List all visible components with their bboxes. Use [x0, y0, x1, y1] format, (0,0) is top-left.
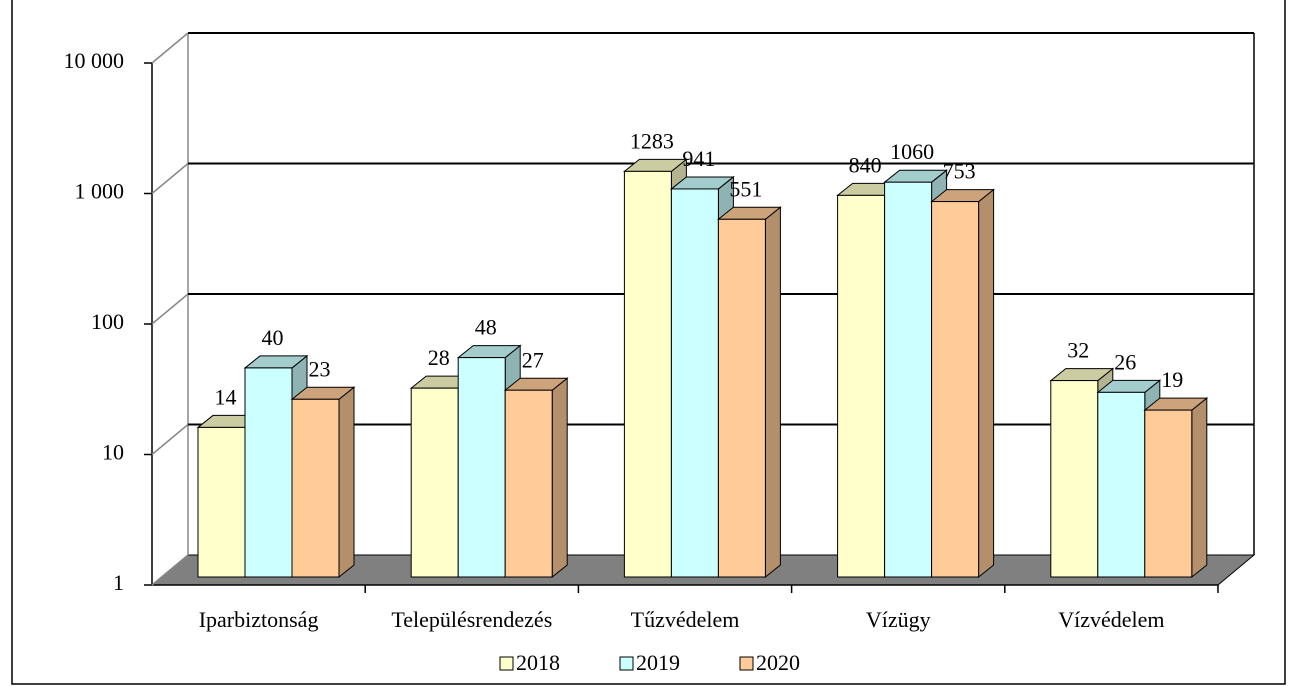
value-label: 1283: [630, 128, 674, 153]
x-tick-label: Vízügy: [866, 607, 931, 632]
bar-side: [1191, 397, 1208, 579]
bar: [410, 387, 459, 578]
value-label: 48: [475, 315, 497, 340]
value-label: 40: [262, 325, 284, 350]
y-tick-label: 1 000: [75, 179, 125, 204]
value-label: 551: [729, 176, 762, 201]
x-tick-label: Vízvédelem: [1058, 607, 1164, 632]
value-label: 28: [428, 345, 450, 370]
value-label: 27: [522, 347, 544, 372]
value-label: 32: [1067, 338, 1089, 363]
bar: [1097, 391, 1146, 578]
value-label: 941: [682, 146, 715, 171]
value-label: 1060: [890, 139, 934, 164]
y-tick-label: 100: [91, 309, 124, 334]
value-label: 753: [943, 159, 976, 184]
legend-swatch: [619, 656, 634, 671]
y-tick-label: 10 000: [64, 48, 125, 73]
x-tick-label: Tűzvédelem: [631, 607, 740, 632]
grid-line-side: [151, 32, 189, 64]
bar-side: [338, 386, 355, 579]
bar-side: [978, 188, 995, 579]
bar: [670, 188, 719, 578]
bar: [244, 367, 293, 578]
bar: [291, 398, 340, 578]
x-tick-label: Településrendezés: [391, 607, 552, 632]
value-label: 23: [309, 356, 331, 381]
bar: [717, 218, 766, 578]
bar: [1144, 409, 1193, 578]
bar: [884, 181, 933, 578]
value-label: 19: [1161, 367, 1183, 392]
bar: [623, 170, 672, 578]
y-tick-label: 10: [102, 440, 124, 465]
grid-line-side: [151, 162, 189, 195]
legend-swatch: [739, 656, 754, 671]
value-label: 840: [849, 152, 882, 177]
bar-side: [764, 206, 781, 579]
bar: [931, 201, 980, 578]
legend-label: 2019: [636, 650, 680, 675]
value-label: 14: [215, 384, 237, 409]
bar: [504, 389, 553, 578]
grid-line-side: [151, 293, 189, 325]
value-label: 26: [1114, 349, 1136, 374]
bar: [197, 426, 246, 578]
x-tick-label: Iparbiztonság: [199, 607, 319, 632]
bar: [457, 357, 506, 578]
bar: [1050, 380, 1099, 578]
grid-line-side: [151, 554, 189, 586]
bar: [837, 194, 886, 578]
legend-label: 2018: [516, 650, 560, 675]
legend-swatch: [499, 656, 514, 671]
legend-label: 2020: [756, 650, 800, 675]
grid-line-side: [151, 423, 189, 456]
y-tick-label: 1: [113, 570, 124, 595]
bar-side: [551, 377, 568, 579]
